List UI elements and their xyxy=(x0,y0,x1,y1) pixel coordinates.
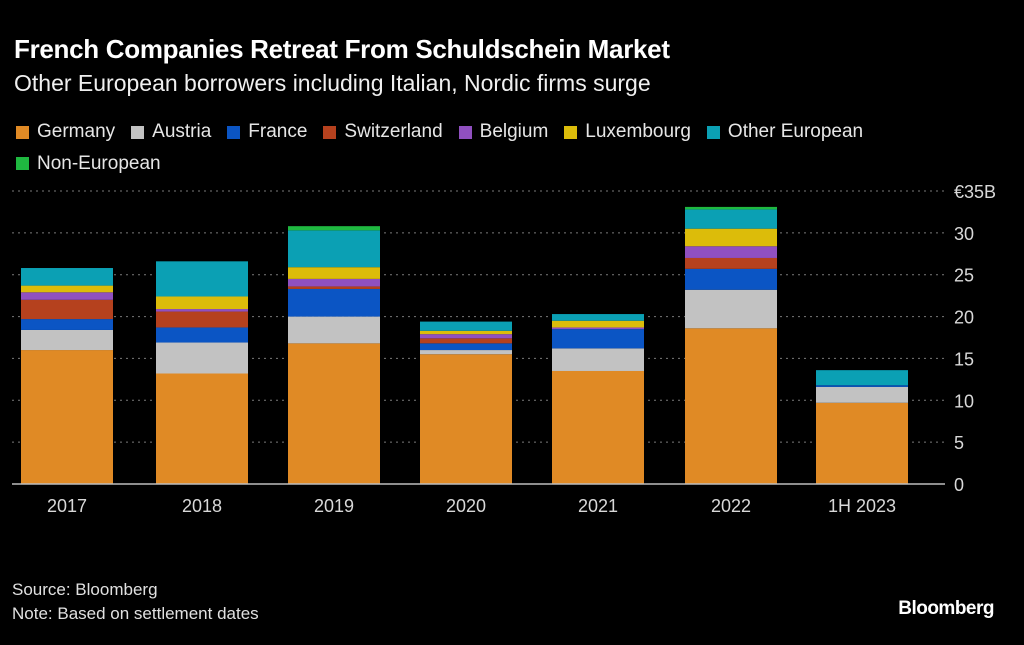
bar-segment-belgium-2017 xyxy=(21,292,113,300)
x-tick-label: 2017 xyxy=(47,496,87,516)
legend-item-france: France xyxy=(227,117,307,147)
legend-swatch xyxy=(706,125,720,139)
x-tick-label: 2020 xyxy=(446,496,486,516)
bar-segment-belgium-2018 xyxy=(156,309,248,312)
legend-swatch xyxy=(458,125,472,139)
bar-segment-france-2019 xyxy=(288,288,380,317)
bar-segment-other-european-2021 xyxy=(552,314,644,321)
bar-segment-belgium-2019 xyxy=(288,278,380,287)
bar-segment-france-2018 xyxy=(156,327,248,343)
bar-segment-switzerland-2017 xyxy=(21,299,113,320)
y-tick-label: 0 xyxy=(954,475,964,495)
legend-label: Other European xyxy=(727,121,864,142)
legend-label: Austria xyxy=(152,121,212,142)
y-tick-label: 30 xyxy=(954,224,974,244)
x-tick-label: 2019 xyxy=(314,496,354,516)
footer: Source: Bloomberg Note: Based on settlem… xyxy=(12,578,259,626)
bar-segment-switzerland-2022 xyxy=(685,257,777,269)
legend-swatch xyxy=(16,125,29,139)
legend-label: France xyxy=(248,121,308,142)
y-tick-label: 5 xyxy=(954,433,964,453)
legend-label: Switzerland xyxy=(344,121,443,142)
bar-segment-belgium-2022 xyxy=(685,246,777,258)
bar-segment-france-1h-2023 xyxy=(816,385,908,387)
bar-segment-austria-2018 xyxy=(156,342,248,374)
chart-title: French Companies Retreat From Schuldsche… xyxy=(14,34,670,64)
bar-segment-germany-2022 xyxy=(685,328,777,484)
bar-segment-austria-2021 xyxy=(552,348,644,371)
legend-item-belgium: Belgium xyxy=(458,117,549,147)
legend-swatch xyxy=(16,157,29,170)
bloomberg-logo: Bloomberg xyxy=(898,598,994,619)
y-tick-label: 25 xyxy=(954,266,974,286)
bar-segment-austria-2019 xyxy=(288,316,380,344)
bar-segment-luxembourg-2021 xyxy=(552,320,644,328)
chart-subtitle: Other European borrowers including Itali… xyxy=(14,70,651,96)
legend-label: Belgium xyxy=(479,121,549,142)
bar-segment-luxembourg-2022 xyxy=(685,228,777,247)
y-tick-label: 15 xyxy=(954,349,974,369)
bar-segment-switzerland-2020 xyxy=(420,338,512,344)
legend-item-luxembourg: Luxembourg xyxy=(564,117,691,147)
x-tick-label: 2018 xyxy=(182,496,222,516)
bar-segment-switzerland-2019 xyxy=(288,286,380,289)
bar-segment-austria-2020 xyxy=(420,350,512,355)
legend-swatch xyxy=(227,125,241,139)
legend-swatch xyxy=(564,125,578,139)
bar-segment-other-european-2020 xyxy=(420,321,512,331)
source-note: Source: Bloomberg xyxy=(12,580,158,599)
bar-segment-luxembourg-2018 xyxy=(156,296,248,310)
legend-item-other-european: Other European xyxy=(706,117,864,147)
bar-segment-non-european-2022 xyxy=(685,206,777,210)
bar-segment-austria-2022 xyxy=(685,289,777,329)
bar-segment-non-european-2019 xyxy=(288,226,380,231)
bar-segment-france-2020 xyxy=(420,343,512,351)
bar-segment-france-2021 xyxy=(552,329,644,349)
bar-segment-belgium-2020 xyxy=(420,334,512,339)
bar-segment-luxembourg-2017 xyxy=(21,285,113,293)
bar-segment-luxembourg-2019 xyxy=(288,267,380,279)
legend-item-non-european: Non-European xyxy=(16,149,161,179)
legend-item-germany: Germany xyxy=(16,117,115,147)
bar-segment-france-2017 xyxy=(21,319,113,330)
legend-swatch xyxy=(131,125,145,139)
legend-item-switzerland: Switzerland xyxy=(323,117,443,147)
bar-segment-germany-2020 xyxy=(420,354,512,484)
bar-segment-austria-2017 xyxy=(21,329,113,351)
bar-segment-other-european-2019 xyxy=(288,230,380,268)
legend-label: Non-European xyxy=(37,152,161,174)
y-tick-label: 20 xyxy=(954,308,974,328)
bar-segment-france-2022 xyxy=(685,268,777,290)
bar-segment-germany-2018 xyxy=(156,373,248,484)
bar-segment-other-european-2017 xyxy=(21,268,113,286)
x-tick-label: 1H 2023 xyxy=(828,496,896,516)
bar-segment-germany-2021 xyxy=(552,370,644,484)
bar-segment-other-european-2022 xyxy=(685,209,777,229)
bar-segment-other-european-1h-2023 xyxy=(816,370,908,386)
settlement-note: Note: Based on settlement dates xyxy=(12,604,259,623)
x-tick-label: 2022 xyxy=(711,496,751,516)
bar-segment-austria-1h-2023 xyxy=(816,386,908,403)
bar-segment-germany-2017 xyxy=(21,350,113,484)
bar-segment-luxembourg-2020 xyxy=(420,330,512,335)
bar-segment-germany-1h-2023 xyxy=(816,402,908,484)
legend-label: Luxembourg xyxy=(585,121,691,142)
legend-label: Germany xyxy=(37,121,116,142)
legend: Germany Austria France Switzerland Belgium Lu… xyxy=(16,117,896,180)
y-tick-label: €35B xyxy=(954,182,996,202)
bar-segment-germany-2019 xyxy=(288,343,380,484)
bar-segment-belgium-2021 xyxy=(552,327,644,330)
bar-segment-other-european-2018 xyxy=(156,261,248,297)
legend-item-austria: Austria xyxy=(131,117,211,147)
x-tick-label: 2021 xyxy=(578,496,618,516)
y-tick-label: 10 xyxy=(954,391,974,411)
legend-swatch xyxy=(323,125,337,139)
bar-segment-switzerland-2018 xyxy=(156,311,248,328)
